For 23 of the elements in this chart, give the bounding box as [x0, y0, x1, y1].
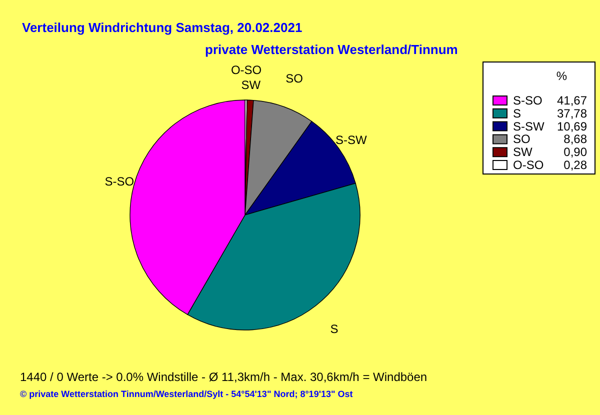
chart-subtitle: private Wetterstation Westerland/Tinnum: [205, 42, 458, 57]
legend-label: S: [513, 106, 522, 120]
data-label: 0,90: [564, 145, 588, 160]
data-label: 41,67: [556, 93, 588, 108]
slice-label: SW: [241, 78, 262, 92]
slice-label: SO: [286, 72, 303, 86]
legend-label: SO: [513, 132, 530, 146]
legend-label: S-SW: [513, 119, 546, 134]
data-label: 10,69: [556, 119, 588, 134]
legend-label: O-SO: [513, 158, 544, 172]
data-label: 37,78: [556, 106, 588, 120]
slice-label: S-SW: [335, 132, 368, 147]
data-label: 0,28: [564, 158, 588, 172]
data-label: 8,68: [564, 132, 588, 146]
slice-label: O-SO: [230, 63, 262, 78]
legend-title: %: [556, 69, 568, 83]
text: 1440 / 0 Werte -> 0.0% Windstille - Ø 11,3km/h - Max. 30,6km/h = Windböen: [20, 370, 428, 384]
legend-label: SW: [513, 145, 534, 160]
legend-label: S-SO: [513, 93, 542, 108]
chart-title: Verteilung Windrichtung Samstag, 20.02.2021: [22, 20, 302, 35]
text: © private Wetterstation Tinnum/Westerland/Sylt - 54°54'13" Nord; 8°19'13" Ost: [20, 389, 353, 399]
slice-label: S: [330, 322, 338, 336]
slice-label: S-SO: [104, 174, 134, 188]
